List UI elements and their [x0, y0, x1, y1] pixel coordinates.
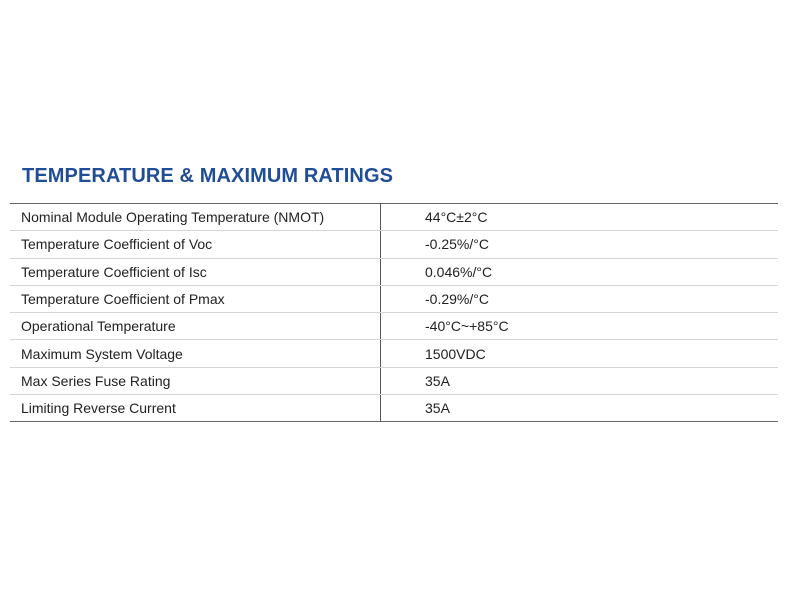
row-label: Temperature Coefficient of Pmax: [10, 285, 381, 314]
row-value: 35A: [380, 367, 778, 396]
row-value: -40°C~+85°C: [380, 312, 778, 341]
row-label: Temperature Coefficient of Isc: [10, 258, 381, 286]
table-row: Max Series Fuse Rating 35A: [10, 367, 778, 396]
row-value: 35A: [425, 400, 450, 417]
table-row: Limiting Reverse Current 35A: [10, 394, 778, 422]
row-label: Temperature Coefficient of Voc: [10, 230, 381, 259]
row-value: -0.25%/°C: [380, 230, 778, 259]
ratings-table: Nominal Module Operating Temperature (NM…: [10, 203, 778, 423]
table-row: Maximum System Voltage 1500VDC: [10, 339, 778, 368]
table-row: Temperature Coefficient of Pmax -0.29%/°C: [10, 285, 778, 314]
table-row: Operational Temperature -40°C~+85°C: [10, 312, 778, 341]
row-label: Limiting Reverse Current: [10, 394, 381, 422]
row-value: 44°C±2°C: [380, 203, 778, 232]
row-value: 1500VDC: [380, 339, 778, 368]
row-label: Nominal Module Operating Temperature (NM…: [10, 203, 381, 232]
row-value: 0.046%/°C: [380, 258, 778, 286]
row-label: Max Series Fuse Rating: [10, 367, 381, 396]
table-row: Nominal Module Operating Temperature (NM…: [10, 203, 778, 232]
row-label: Maximum System Voltage: [10, 339, 381, 368]
row-label: Operational Temperature: [10, 312, 381, 341]
section-title: TEMPERATURE & MAXIMUM RATINGS: [22, 165, 394, 187]
table-row: Temperature Coefficient of Isc 0.046%/°C: [10, 258, 778, 286]
row-value: -0.29%/°C: [380, 285, 778, 314]
table-row: Temperature Coefficient of Voc -0.25%/°C: [10, 230, 778, 259]
